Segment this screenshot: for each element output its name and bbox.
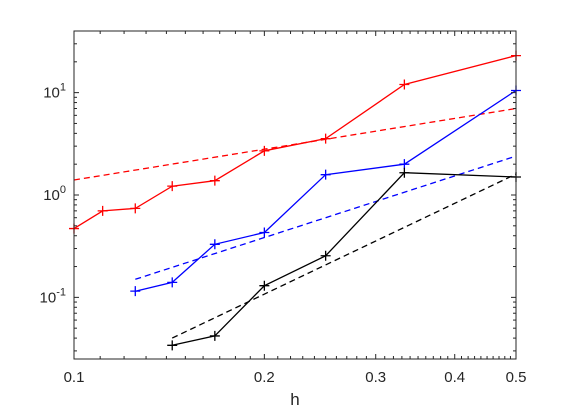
series-2-point (259, 227, 270, 238)
series-2-point (320, 169, 331, 180)
series-4-point (399, 167, 410, 178)
series-0-point (97, 205, 108, 216)
series-5-line (171, 173, 517, 339)
series-0-point (209, 175, 220, 186)
series-0-point (167, 181, 178, 192)
series-2-point (209, 239, 220, 250)
series-2-point (130, 286, 141, 297)
y-tick-label: 101 (43, 82, 66, 102)
series-4-line (172, 172, 517, 346)
y-tick-label: 100 (43, 184, 66, 204)
series-3-line (135, 155, 517, 280)
series-4-point (259, 280, 270, 291)
x-tick-label: 0.5 (506, 369, 527, 386)
x-axis-label: h (290, 390, 299, 409)
x-tick-label: 0.3 (365, 369, 386, 386)
y-tick-label: 10-1 (40, 286, 66, 306)
series-4-point (209, 330, 220, 341)
x-tick-label: 0.4 (444, 369, 465, 386)
series-0-point (399, 79, 410, 90)
plot-marks (69, 50, 521, 351)
series-0-line (73, 54, 517, 230)
axes: 0.1 0.2 0.3 0.4 0.5 10-1 100 101 (40, 30, 527, 386)
series-2-point (167, 277, 178, 288)
series-1-line (73, 107, 517, 181)
plot-frame (73, 30, 517, 360)
x-tick-label: 0.2 (254, 369, 275, 386)
series-4-point (167, 340, 178, 351)
series-4-point (320, 250, 331, 261)
series-0-point (130, 203, 141, 214)
series-2-line (135, 89, 517, 292)
series-0-point (259, 145, 270, 156)
series-2-point (399, 159, 410, 170)
x-tick-label: 0.1 (64, 369, 85, 386)
